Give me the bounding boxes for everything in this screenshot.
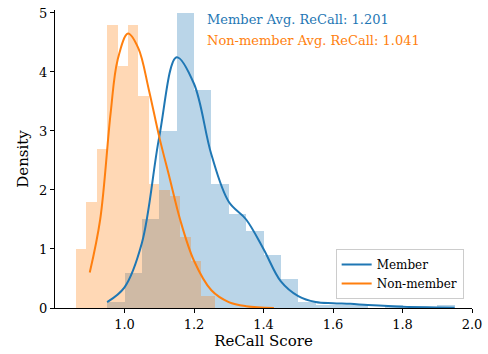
svg-text:Density: Density bbox=[14, 130, 32, 188]
svg-text:2.0: 2.0 bbox=[462, 317, 483, 332]
svg-text:ReCall Score: ReCall Score bbox=[214, 332, 313, 350]
svg-text:Member: Member bbox=[377, 258, 429, 272]
svg-text:1.2: 1.2 bbox=[184, 317, 205, 332]
svg-text:3: 3 bbox=[39, 124, 47, 139]
svg-text:Non-member: Non-member bbox=[377, 277, 457, 291]
svg-text:5: 5 bbox=[39, 6, 47, 21]
svg-text:4: 4 bbox=[39, 65, 47, 80]
svg-text:Member Avg. ReCall: 1.201: Member Avg. ReCall: 1.201 bbox=[207, 12, 389, 27]
svg-text:1.8: 1.8 bbox=[392, 317, 413, 332]
svg-text:0: 0 bbox=[39, 301, 47, 316]
svg-text:1.6: 1.6 bbox=[323, 317, 344, 332]
svg-text:1.0: 1.0 bbox=[114, 317, 135, 332]
svg-text:2: 2 bbox=[39, 183, 47, 198]
svg-text:1.4: 1.4 bbox=[253, 317, 274, 332]
svg-text:1: 1 bbox=[39, 242, 47, 257]
svg-text:Non-member Avg. ReCall: 1.041: Non-member Avg. ReCall: 1.041 bbox=[207, 33, 420, 48]
